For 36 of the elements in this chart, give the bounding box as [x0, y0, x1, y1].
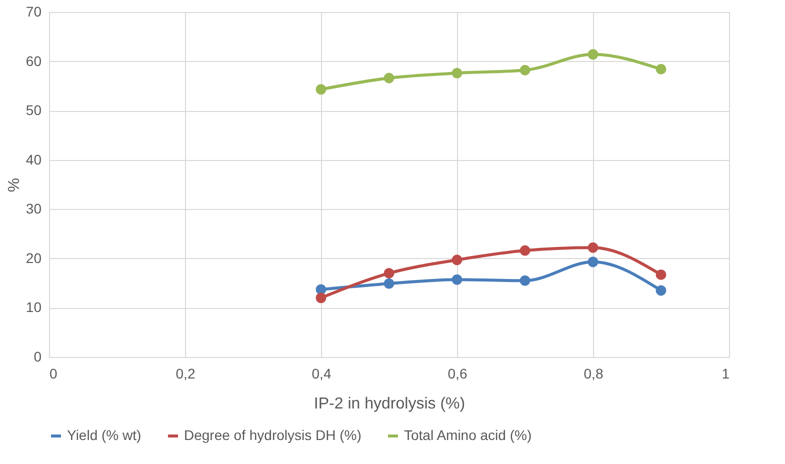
point	[384, 268, 394, 278]
point	[656, 285, 666, 296]
x-tick-label: 0	[50, 366, 58, 382]
point	[452, 254, 462, 266]
point	[656, 64, 666, 74]
legend-label: Yield (% wt)	[67, 427, 142, 443]
point	[316, 292, 326, 304]
y-tick-label: 60	[26, 52, 42, 69]
y-tick-label: 20	[26, 250, 42, 266]
y-tick-label: 40	[26, 151, 42, 168]
point	[588, 49, 598, 60]
point	[520, 64, 530, 76]
point	[588, 242, 598, 253]
point	[384, 278, 394, 289]
y-tick-label: 70	[26, 4, 42, 20]
x-tick-label: 0,8	[584, 366, 604, 382]
point	[520, 245, 530, 256]
point	[316, 84, 326, 95]
y-tick-label: 30	[26, 200, 42, 217]
y-tick-label: 0	[34, 348, 42, 364]
y-axis-title: %	[6, 178, 23, 192]
x-axis-title: IP-2 in hydrolysis (%)	[314, 396, 466, 412]
point	[452, 68, 462, 78]
y-tick-label: 10	[26, 299, 42, 316]
x-tick-label: 0,4	[312, 366, 332, 382]
point	[452, 274, 462, 285]
x-tick-label: 1	[722, 366, 730, 382]
point	[656, 269, 666, 280]
y-tick-label: 50	[26, 102, 42, 118]
x-tick-label: 0,2	[176, 366, 196, 382]
point	[520, 275, 530, 286]
legend-label: Total Amino acid (%)	[404, 427, 532, 443]
point	[588, 256, 598, 268]
point	[384, 72, 394, 84]
x-tick-label: 0,6	[448, 366, 468, 382]
legend-label: Degree of hydrolysis DH (%)	[184, 427, 362, 443]
